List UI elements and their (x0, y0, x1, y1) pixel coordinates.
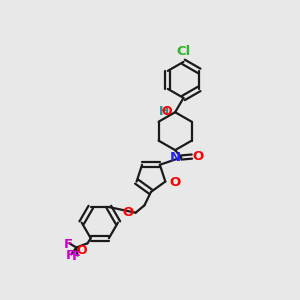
Text: Cl: Cl (176, 45, 190, 58)
Text: O: O (122, 206, 133, 218)
Text: H: H (159, 105, 169, 118)
Text: F: F (66, 249, 75, 262)
Text: F: F (72, 250, 81, 263)
Text: N: N (169, 151, 181, 164)
Text: O: O (193, 150, 204, 163)
Text: O: O (162, 105, 172, 118)
Text: F: F (64, 238, 73, 250)
Text: O: O (169, 176, 180, 189)
Text: O: O (76, 244, 87, 257)
